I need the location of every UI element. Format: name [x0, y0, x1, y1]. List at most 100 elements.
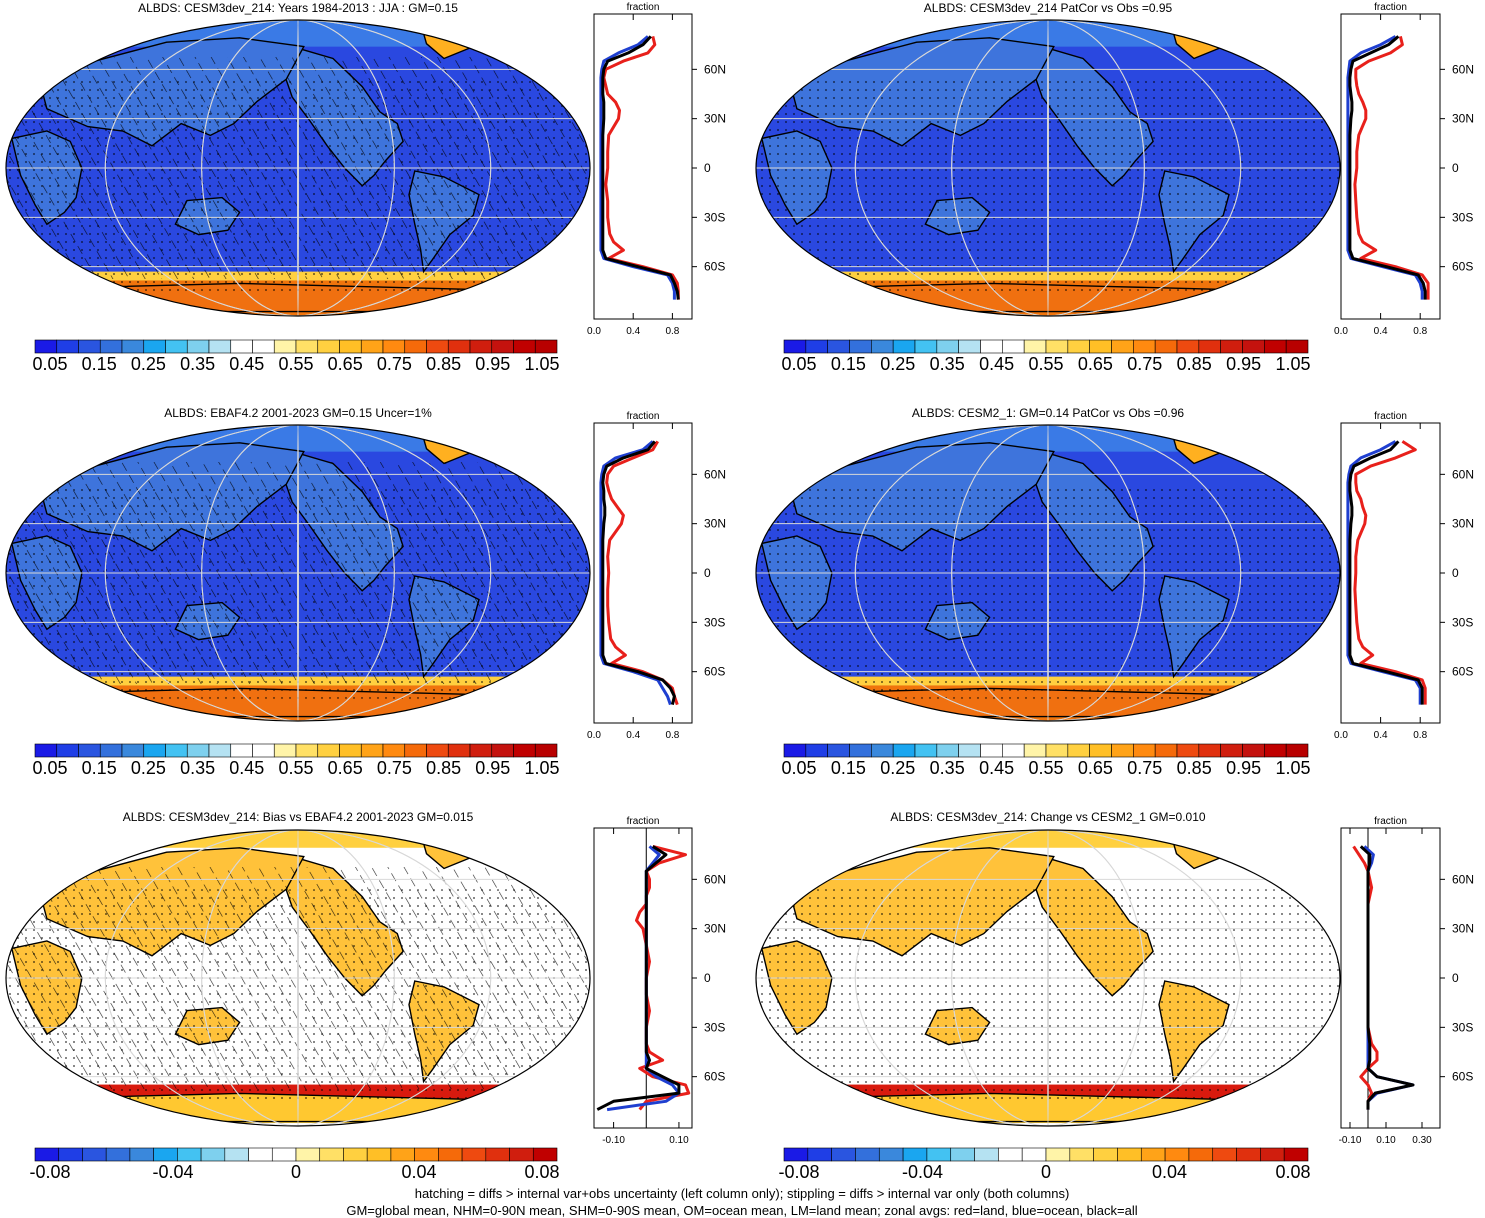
colorbar-swatch [1260, 1147, 1285, 1162]
colorbar-swatch [534, 743, 558, 758]
colorbar-swatch [783, 743, 807, 758]
colorbar-swatch [532, 1147, 558, 1162]
zonal-all-line [601, 35, 680, 300]
map-area [6, 830, 590, 1126]
colorbar-swatch [343, 1147, 368, 1162]
zonal-title: fraction [1374, 411, 1407, 422]
colorbar-swatch [974, 1147, 999, 1162]
colorbar-swatch [1069, 1147, 1094, 1162]
meridian-line [854, 830, 1242, 1126]
colorbar-swatch [1242, 743, 1265, 758]
colorbar-swatch [366, 1147, 392, 1162]
zonal-x-tick-label: 0.8 [1413, 730, 1427, 741]
colorbar-label: 0.05 [32, 758, 67, 778]
colorbar-swatch [143, 339, 166, 354]
colorbar-swatch [252, 743, 275, 758]
colorbar-swatch [1236, 1147, 1261, 1162]
zonal-x-tick-label: 0.10 [669, 1135, 689, 1146]
colorbar-swatch [360, 339, 384, 354]
colorbar-label: 0 [291, 1162, 301, 1182]
colorbar-swatch [177, 1147, 202, 1162]
colorbar-swatch [1023, 743, 1047, 758]
colorbar-swatch [1045, 743, 1069, 758]
zonal-y-tick-label: 30S [704, 210, 725, 224]
colorbar-swatch [99, 743, 123, 758]
colorbar-swatch [230, 743, 253, 758]
colorbar-swatch [382, 339, 406, 354]
colorbar-swatch [56, 339, 79, 354]
zonal-y-tick-label: 0 [1452, 161, 1459, 175]
colorbar-swatch [121, 743, 145, 758]
colorbar-label: 0.15 [82, 354, 117, 374]
colorbar-swatch [1264, 743, 1287, 758]
colorbar-swatch [914, 339, 938, 354]
colorbar-swatch [273, 743, 297, 758]
colorbar-swatch [902, 1147, 928, 1162]
colorbar-label: 1.05 [1275, 354, 1310, 374]
colorbar-swatch [871, 339, 894, 354]
colorbar-label: -0.08 [29, 1162, 70, 1182]
colorbar-label: 1.05 [524, 758, 559, 778]
colorbar-swatch [849, 339, 872, 354]
zonal-x-tick-label: -0.10 [1339, 1135, 1362, 1146]
colorbar-swatch [805, 743, 828, 758]
zonal-y-tick-label: 60N [704, 872, 726, 886]
map-outline [755, 19, 1341, 317]
colorbar-swatch [1067, 743, 1090, 758]
map-outline [5, 424, 591, 722]
map-outline [755, 424, 1341, 722]
colorbar-swatch [165, 743, 188, 758]
map-area [6, 425, 590, 721]
colorbar-swatch [382, 743, 406, 758]
zonal-y-tick-label: 60S [704, 260, 725, 274]
colorbar-swatch [295, 339, 319, 354]
colorbar-swatch [295, 1147, 321, 1162]
colorbar-swatch [855, 1147, 880, 1162]
zonal-y-tick-label: 30N [704, 517, 726, 531]
footer-line-1: hatching = diffs > internal var+obs unce… [415, 1186, 1070, 1201]
colorbar-swatch [1002, 339, 1025, 354]
colorbar-swatch [273, 339, 297, 354]
zonal-title: fraction [1374, 2, 1407, 13]
colorbar-label: 0.95 [1226, 354, 1261, 374]
colorbar-label: 0.15 [82, 758, 117, 778]
panel-2: ALBDS: CESM3dev_214 PatCor vs Obs =0.95 f… [755, 1, 1474, 374]
colorbar-label: 0.45 [229, 758, 264, 778]
zonal-y-tick-label: 60S [704, 665, 725, 679]
zonal-y-tick-label: 60S [1452, 260, 1473, 274]
colorbar-swatch [1089, 339, 1112, 354]
zonal-y-tick-label: 30S [704, 615, 725, 629]
zonal-x-tick-label: 0.8 [665, 326, 679, 337]
colorbar-swatch [1089, 743, 1112, 758]
colorbar-swatch [1045, 1147, 1071, 1162]
zonal-frame [593, 827, 693, 1129]
zonal-y-tick-label: 30S [1452, 1020, 1473, 1034]
colorbar-swatch [99, 339, 123, 354]
colorbar-label: -0.08 [778, 1162, 819, 1182]
colorbar-swatch [849, 743, 872, 758]
zonal-y-tick-label: 0 [704, 161, 711, 175]
zonal-y-tick-label: 0 [1452, 971, 1459, 985]
colorbar-swatch [339, 743, 362, 758]
map-area [756, 830, 1340, 1126]
colorbar-swatch [878, 1147, 904, 1162]
zonal-x-tick-label: 0.0 [1334, 326, 1348, 337]
colorbar-swatch [469, 339, 493, 354]
zonal-y-tick-label: 30N [1452, 922, 1474, 936]
zonal-x-tick-label: 0.0 [1334, 730, 1348, 741]
colorbar-label: 0.15 [831, 758, 866, 778]
colorbar-swatch [319, 1147, 344, 1162]
panel-1: ALBDS: CESM3dev_214: Years 1984-2013 : J… [5, 1, 726, 374]
colorbar-swatch [165, 339, 188, 354]
colorbar-label: 0.85 [426, 758, 461, 778]
colorbar-swatch [1264, 339, 1287, 354]
colorbar-label: 0.45 [979, 354, 1014, 374]
zonal-all-line [596, 845, 681, 1111]
panel-title: ALBDS: CESM3dev_214: Bias vs EBAF4.2 200… [123, 810, 474, 824]
colorbar-label: 0 [1041, 1162, 1051, 1182]
colorbar-label: 0.05 [32, 354, 67, 374]
colorbar-swatch [186, 339, 210, 354]
colorbar-swatch [871, 743, 894, 758]
colorbar-swatch [56, 743, 79, 758]
